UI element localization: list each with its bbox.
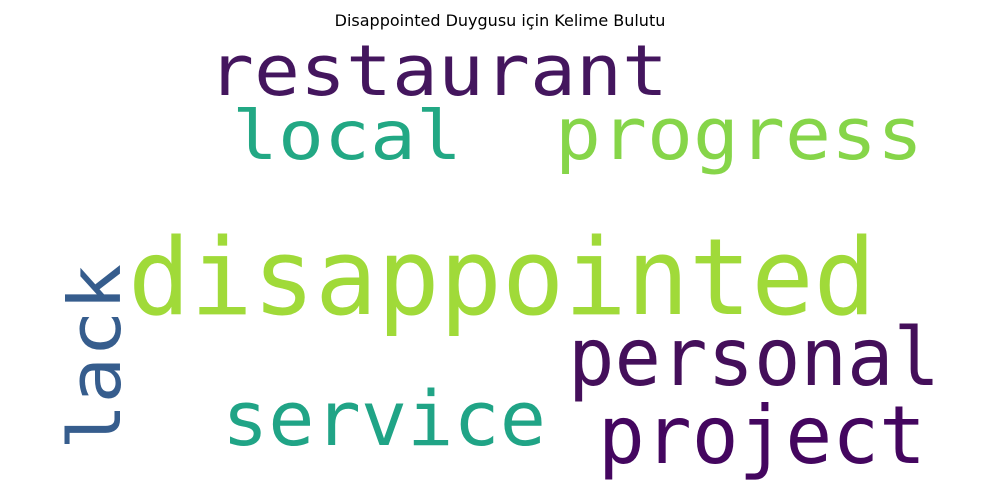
word-project: project — [598, 389, 926, 482]
word-personal: personal — [568, 311, 940, 404]
word-restaurant: restaurant — [208, 30, 668, 112]
word-lack: lack — [53, 264, 137, 450]
word-disappointed: disappointed — [128, 216, 876, 339]
word-service: service — [222, 374, 546, 463]
word-local: local — [232, 97, 462, 176]
word-progress: progress — [555, 92, 923, 176]
figure-title: Disappointed Duygusu için Kelime Bulutu — [334, 11, 666, 30]
